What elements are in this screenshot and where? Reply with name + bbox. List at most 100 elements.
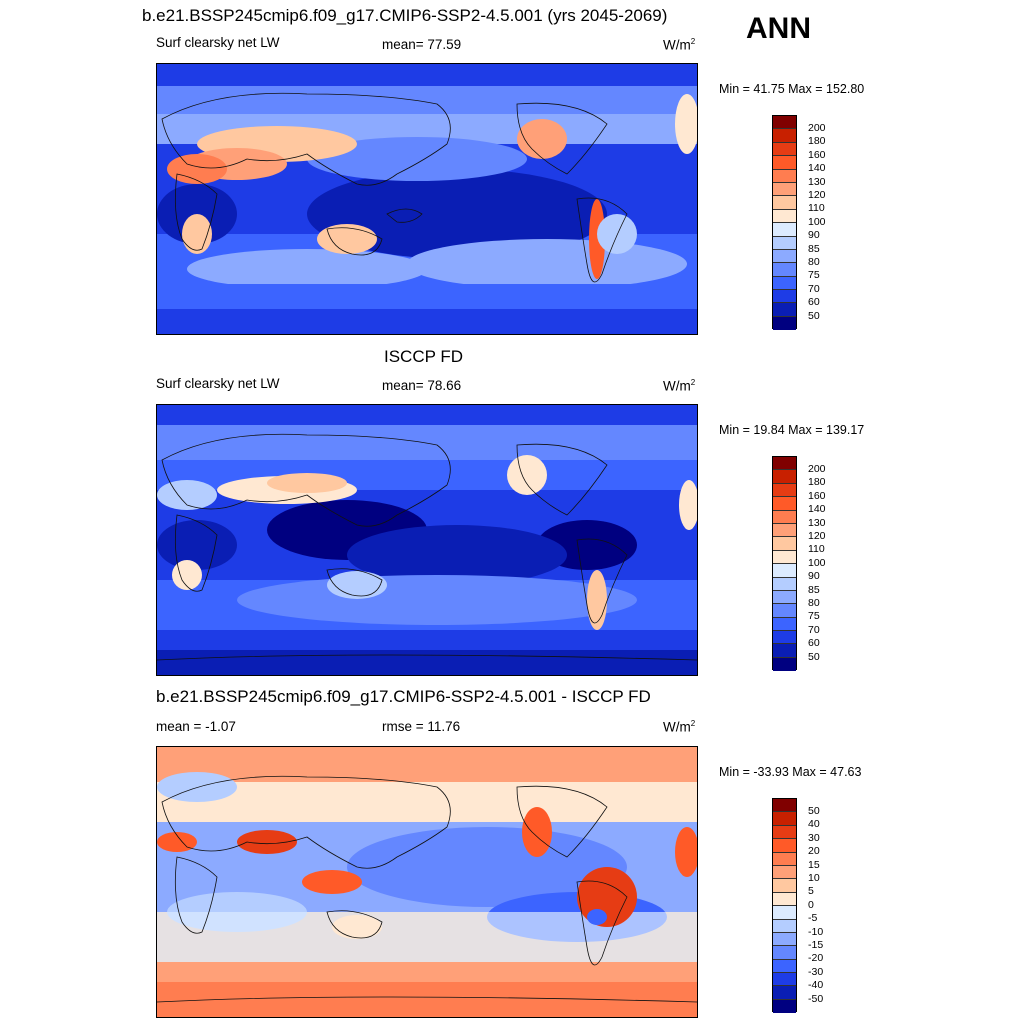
colorbar-tick: 140 — [808, 162, 826, 174]
colorbar-swatch — [773, 457, 796, 471]
colorbar-swatch — [773, 631, 796, 645]
colorbar-swatch — [773, 196, 796, 210]
colorbar-swatch — [773, 999, 796, 1013]
panel3-units: W/m2 — [663, 719, 696, 735]
colorbar-tick: 40 — [808, 818, 820, 830]
colorbar-swatch — [773, 276, 796, 291]
colorbar-swatch — [773, 986, 796, 1000]
colorbar-tick: 90 — [808, 570, 820, 582]
colorbar-swatch — [773, 236, 796, 250]
colorbar-swatch — [773, 973, 796, 987]
colorbar-swatch — [773, 263, 796, 277]
colorbar-tick: 110 — [808, 543, 825, 555]
season-label: ANN — [746, 12, 811, 45]
colorbar-tick: 50 — [808, 805, 820, 817]
colorbar-tick: -10 — [808, 926, 824, 938]
panel2-units: W/m2 — [663, 378, 696, 394]
colorbar-tick: 0 — [808, 899, 814, 911]
colorbar-tick: 50 — [808, 651, 820, 663]
colorbar-swatch — [773, 657, 796, 671]
colorbar-swatch — [773, 865, 796, 880]
colorbar-tick: -15 — [808, 939, 824, 951]
panel1-mean-label: mean= 77.59 — [382, 37, 462, 52]
colorbar-swatch — [773, 604, 796, 618]
colorbar-swatch — [773, 617, 796, 632]
colorbar-swatch — [773, 156, 796, 170]
colorbar-tick: 60 — [808, 296, 820, 308]
colorbar-swatch — [773, 932, 796, 947]
colorbar-swatch — [773, 852, 796, 866]
colorbar-tick: 5 — [808, 885, 814, 897]
colorbar-swatch — [773, 825, 796, 840]
colorbar-tick: -30 — [808, 966, 824, 978]
colorbar-swatch — [773, 577, 796, 591]
colorbar-swatch — [773, 946, 796, 960]
colorbar-swatch — [773, 470, 796, 484]
colorbar-swatch — [773, 142, 796, 157]
colorbar-tick: 70 — [808, 283, 820, 295]
colorbar-tick: 200 — [808, 463, 826, 475]
colorbar-tick: 10 — [808, 872, 820, 884]
colorbar-tick: 160 — [808, 490, 826, 502]
colorbar-tick: 90 — [808, 229, 820, 241]
panel2-variable-label: Surf clearsky net LW — [156, 376, 280, 391]
colorbar-tick: 100 — [808, 216, 826, 228]
panel3-colorbar — [772, 798, 797, 1013]
colorbar-tick: -50 — [808, 993, 824, 1005]
colorbar-swatch — [773, 919, 796, 933]
colorbar-swatch — [773, 223, 796, 237]
colorbar-swatch — [773, 483, 796, 498]
colorbar-tick: -5 — [808, 912, 818, 924]
panel2-title: ISCCP FD — [384, 347, 464, 366]
panel3-map — [156, 746, 698, 1018]
colorbar-swatch — [773, 249, 796, 264]
colorbar-tick: 130 — [808, 176, 826, 188]
colorbar-swatch — [773, 799, 796, 813]
colorbar-swatch — [773, 644, 796, 658]
colorbar-swatch — [773, 590, 796, 605]
colorbar-swatch — [773, 537, 796, 551]
colorbar-tick: 130 — [808, 517, 826, 529]
colorbar-swatch — [773, 129, 796, 143]
colorbar-swatch — [773, 812, 796, 826]
colorbar-swatch — [773, 564, 796, 578]
panel1-title: b.e21.BSSP245cmip6.f09_g17.CMIP6-SSP2-4.… — [142, 6, 668, 25]
colorbar-swatch — [773, 550, 796, 565]
colorbar-swatch — [773, 839, 796, 853]
colorbar-tick: 120 — [808, 530, 826, 542]
colorbar-tick: 180 — [808, 135, 826, 147]
panel1-variable-label: Surf clearsky net LW — [156, 35, 280, 50]
colorbar-swatch — [773, 316, 796, 330]
panel3-rmse-label: rmse = 11.76 — [382, 719, 461, 734]
colorbar-tick: 85 — [808, 584, 820, 596]
colorbar-tick: 15 — [808, 859, 820, 871]
colorbar-swatch — [773, 879, 796, 893]
panel2-mean-label: mean= 78.66 — [382, 378, 462, 393]
colorbar-swatch — [773, 303, 796, 317]
colorbar-swatch — [773, 906, 796, 920]
colorbar-swatch — [773, 290, 796, 304]
colorbar-tick: 60 — [808, 637, 820, 649]
panel1-units: W/m2 — [663, 37, 696, 53]
colorbar-tick: 100 — [808, 557, 826, 569]
colorbar-tick: -20 — [808, 952, 824, 964]
colorbar-swatch — [773, 169, 796, 183]
colorbar-tick: 180 — [808, 476, 826, 488]
colorbar-swatch — [773, 892, 796, 907]
colorbar-swatch — [773, 116, 796, 130]
colorbar-tick: 20 — [808, 845, 820, 857]
colorbar-tick: 120 — [808, 189, 826, 201]
colorbar-swatch — [773, 510, 796, 524]
panel2-colorbar — [772, 456, 797, 671]
colorbar-tick: 70 — [808, 624, 820, 636]
colorbar-tick: 80 — [808, 256, 820, 268]
colorbar-swatch — [773, 959, 796, 974]
colorbar-swatch — [773, 523, 796, 538]
colorbar-tick: 30 — [808, 832, 820, 844]
panel3-title: b.e21.BSSP245cmip6.f09_g17.CMIP6-SSP2-4.… — [156, 687, 651, 706]
panel1-colorbar — [772, 115, 797, 330]
panel3-minmax: Min = -33.93 Max = 47.63 — [719, 765, 862, 779]
panel2-map — [156, 404, 698, 676]
colorbar-tick: 160 — [808, 149, 826, 161]
colorbar-tick: 75 — [808, 269, 820, 281]
